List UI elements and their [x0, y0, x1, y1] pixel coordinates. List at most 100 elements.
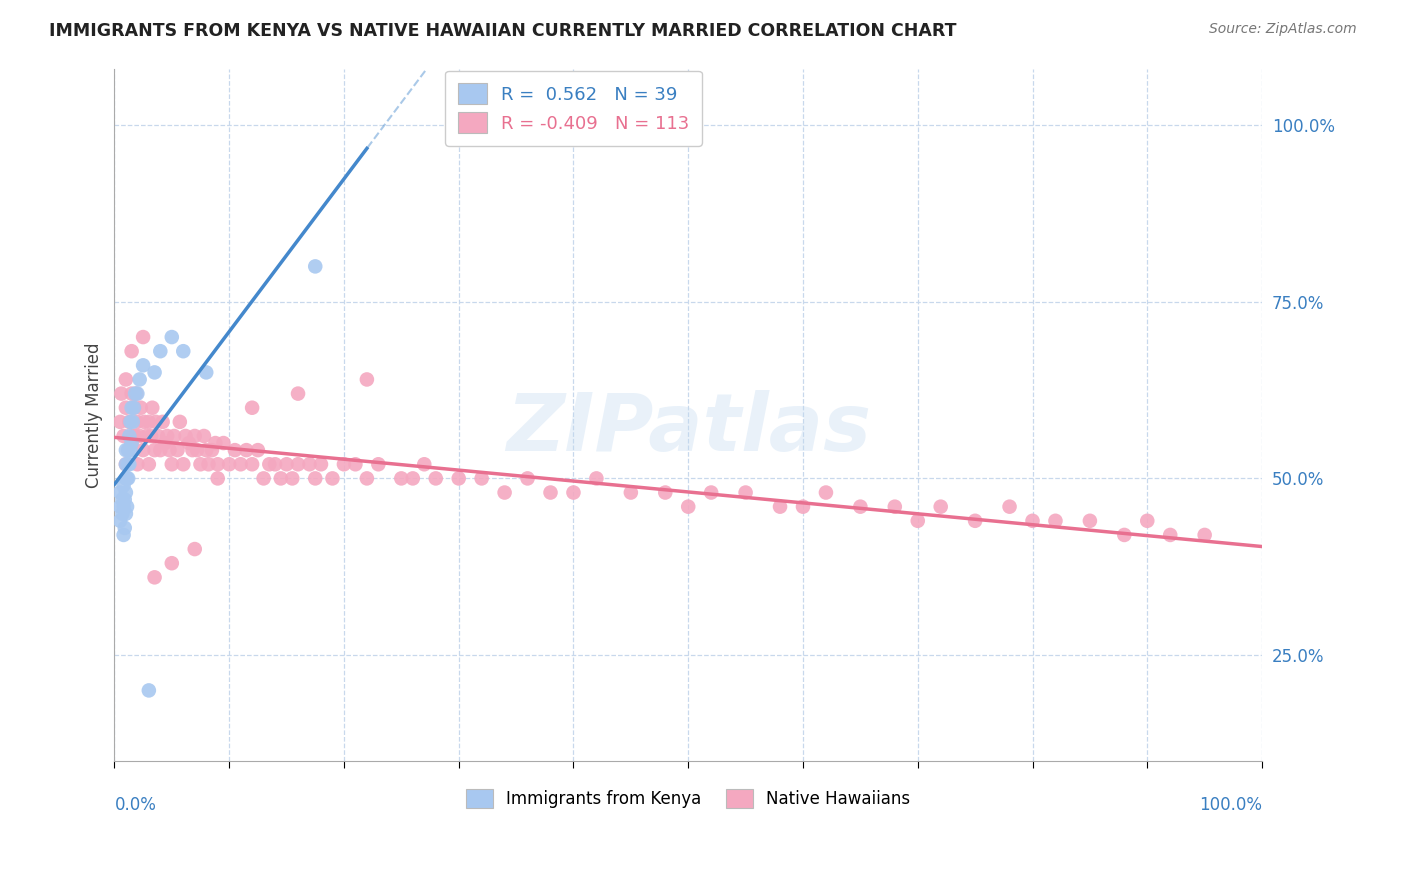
Text: 100.0%: 100.0% — [1199, 796, 1263, 814]
Point — [929, 500, 952, 514]
Point — [540, 485, 562, 500]
Point — [321, 471, 343, 485]
Point — [240, 401, 263, 415]
Point — [115, 401, 138, 415]
Point — [114, 492, 136, 507]
Point — [356, 372, 378, 386]
Point — [117, 443, 139, 458]
Point — [169, 415, 191, 429]
Point — [121, 415, 143, 429]
Point — [333, 457, 356, 471]
Point — [218, 457, 240, 471]
Point — [259, 457, 281, 471]
Point — [186, 443, 208, 458]
Point — [127, 457, 149, 471]
Point — [166, 443, 188, 458]
Point — [153, 436, 176, 450]
Point — [115, 471, 138, 485]
Point — [141, 401, 163, 415]
Point — [117, 471, 139, 485]
Point — [121, 401, 143, 415]
Point — [114, 521, 136, 535]
Point — [654, 485, 676, 500]
Point — [108, 514, 131, 528]
Point — [146, 429, 169, 443]
Point — [108, 485, 131, 500]
Point — [883, 500, 905, 514]
Point — [792, 500, 814, 514]
Point — [132, 330, 155, 344]
Point — [413, 457, 436, 471]
Point — [118, 415, 141, 429]
Point — [128, 372, 150, 386]
Point — [367, 457, 389, 471]
Point — [172, 344, 194, 359]
Point — [447, 471, 470, 485]
Point — [193, 429, 215, 443]
Point — [814, 485, 837, 500]
Point — [135, 429, 157, 443]
Point — [160, 457, 183, 471]
Point — [139, 429, 162, 443]
Point — [125, 386, 148, 401]
Point — [516, 471, 538, 485]
Point — [134, 415, 156, 429]
Point — [700, 485, 723, 500]
Text: Source: ZipAtlas.com: Source: ZipAtlas.com — [1209, 22, 1357, 37]
Point — [143, 570, 166, 584]
Point — [1078, 514, 1101, 528]
Point — [112, 478, 135, 492]
Point — [138, 415, 160, 429]
Point — [229, 457, 252, 471]
Point — [304, 260, 326, 274]
Point — [124, 429, 146, 443]
Point — [907, 514, 929, 528]
Point — [117, 457, 139, 471]
Point — [769, 500, 792, 514]
Y-axis label: Currently Married: Currently Married — [86, 342, 103, 488]
Point — [246, 443, 269, 458]
Point — [112, 500, 135, 514]
Point — [1194, 528, 1216, 542]
Point — [304, 471, 326, 485]
Point — [118, 457, 141, 471]
Point — [122, 401, 145, 415]
Point — [122, 401, 145, 415]
Point — [115, 457, 138, 471]
Legend: Immigrants from Kenya, Native Hawaiians: Immigrants from Kenya, Native Hawaiians — [460, 782, 917, 815]
Point — [110, 386, 132, 401]
Point — [494, 485, 516, 500]
Text: ZIPatlas: ZIPatlas — [506, 390, 870, 467]
Point — [156, 429, 179, 443]
Point — [149, 344, 172, 359]
Point — [1114, 528, 1136, 542]
Point — [356, 471, 378, 485]
Point — [120, 443, 142, 458]
Text: IMMIGRANTS FROM KENYA VS NATIVE HAWAIIAN CURRENTLY MARRIED CORRELATION CHART: IMMIGRANTS FROM KENYA VS NATIVE HAWAIIAN… — [49, 22, 956, 40]
Point — [1045, 514, 1067, 528]
Point — [181, 443, 204, 458]
Point — [118, 429, 141, 443]
Point — [207, 471, 229, 485]
Point — [240, 457, 263, 471]
Point — [620, 485, 643, 500]
Point — [276, 457, 298, 471]
Point — [425, 471, 447, 485]
Point — [207, 457, 229, 471]
Point — [115, 500, 138, 514]
Point — [120, 415, 142, 429]
Text: 0.0%: 0.0% — [114, 796, 156, 814]
Point — [132, 443, 155, 458]
Point — [1021, 514, 1043, 528]
Point — [287, 386, 309, 401]
Point — [849, 500, 872, 514]
Point — [195, 443, 218, 458]
Point — [676, 500, 699, 514]
Point — [172, 457, 194, 471]
Point — [129, 401, 152, 415]
Point — [112, 429, 135, 443]
Point — [212, 436, 235, 450]
Point — [298, 457, 321, 471]
Point — [160, 556, 183, 570]
Point — [108, 500, 131, 514]
